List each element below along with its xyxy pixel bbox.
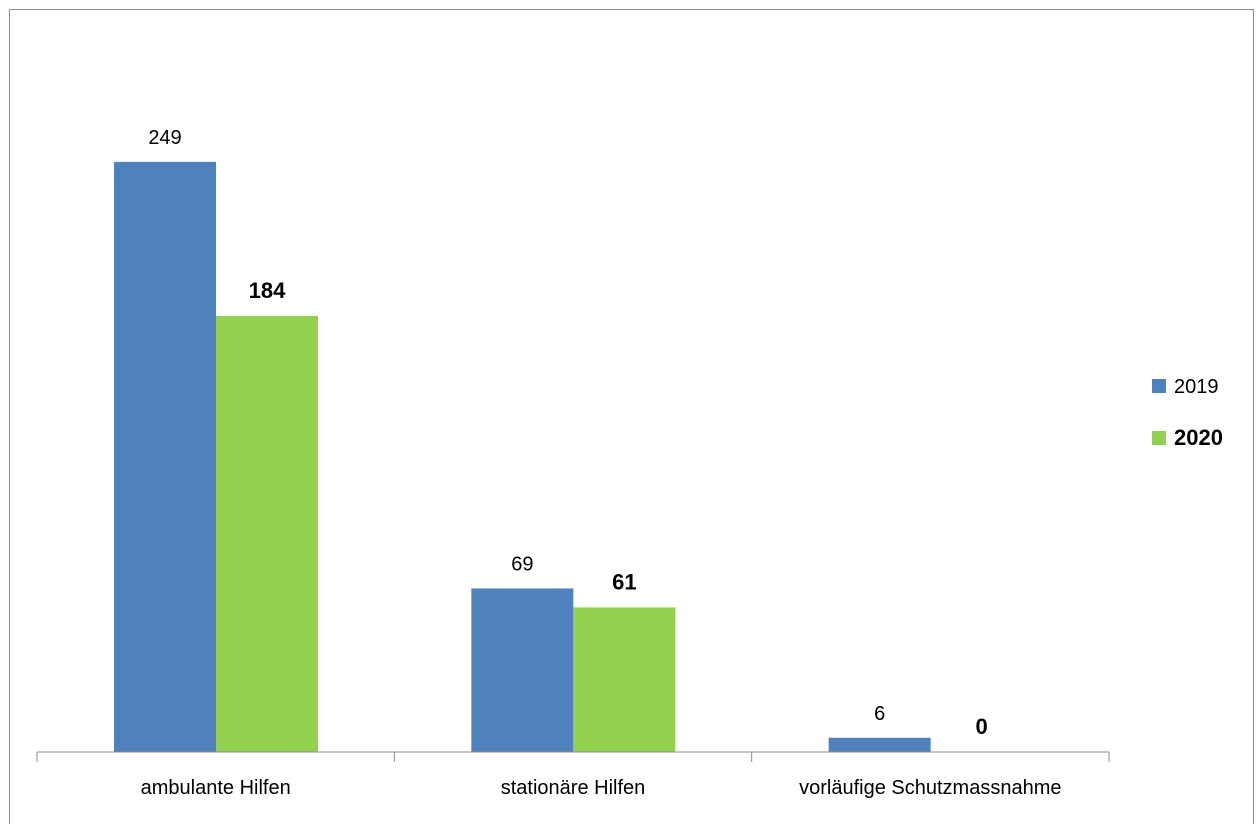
data-label-2019-0: 249: [148, 127, 181, 149]
bar-2020-1: [573, 607, 676, 752]
legend-swatch-2019: [1152, 379, 1166, 393]
bar-2019-0: [114, 161, 216, 752]
category-label-0: ambulante Hilfen: [141, 777, 291, 799]
bar-2019-2: [828, 737, 931, 752]
legend-label-2020: 2020: [1174, 425, 1223, 450]
data-label-2020-0: 184: [249, 278, 286, 303]
legend: 2019 2020: [1152, 376, 1223, 450]
bar-2019-1: [471, 588, 574, 752]
chart-frame: [9, 9, 1254, 824]
category-label-1: stationäre Hilfen: [501, 777, 646, 799]
data-label-2019-2: 6: [874, 703, 885, 725]
bar-2020-0: [216, 315, 318, 752]
category-label-2: vorläufige Schutzmassnahme: [799, 777, 1061, 799]
legend-swatch-2020: [1152, 431, 1166, 445]
x-axis: ambulante Hilfen stationäre Hilfen vorläuf…: [36, 751, 1110, 799]
legend-label-2019: 2019: [1174, 376, 1219, 398]
data-label-2020-2: 0: [976, 714, 988, 739]
bars-layer: 249 184 69 61 6 0: [114, 127, 988, 752]
data-label-2019-1: 69: [511, 553, 533, 575]
data-label-2020-1: 61: [612, 569, 636, 594]
